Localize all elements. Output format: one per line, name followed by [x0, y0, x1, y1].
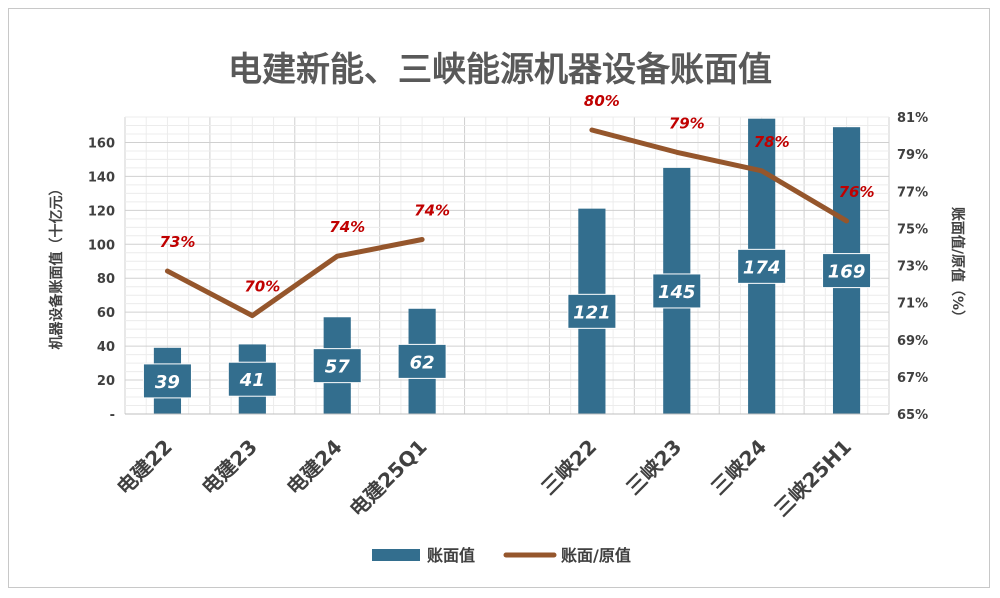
x-category-label: 电建23 — [197, 435, 262, 500]
ratio-value-label: 74% — [414, 202, 450, 220]
ratio-line — [164, 237, 425, 319]
y-left-tick-label: 100 — [88, 238, 115, 253]
y-left-tick-label: 40 — [97, 340, 115, 355]
y-right-tick-label: 71% — [897, 297, 928, 312]
y-left-tick-label: 140 — [88, 170, 115, 185]
axes: - 20 40 60 80 100 120 140 160 65% 67% 69% 71% 73% 75% 7… — [88, 111, 928, 521]
y-right-tick-label: 79% — [897, 148, 928, 163]
x-category-label: 电建22 — [112, 435, 177, 500]
line-series — [164, 127, 850, 319]
ratio-line — [589, 127, 850, 224]
ratio-value-label: 76% — [839, 183, 875, 201]
y-right-axis-title: 账面值/原值（%） — [949, 207, 966, 324]
y-right-tick-label: 65% — [897, 408, 928, 423]
ratio-value-label: 78% — [754, 133, 790, 151]
y-left-tick-label: 80 — [97, 272, 115, 287]
bar-value-label: 39 — [155, 372, 180, 393]
chart-frame: 电建新能、三峡能源机器设备账面值 39 41 57 62 121 145 174 169 73%… — [8, 8, 990, 588]
x-category-label: 电建25Q1 — [345, 435, 432, 522]
y-right-tick-label: 67% — [897, 371, 928, 386]
bar-value-label: 145 — [658, 282, 696, 303]
y-left-tick-label: 160 — [88, 136, 115, 151]
bar-value-label: 41 — [239, 370, 265, 391]
bar-label-box — [567, 293, 617, 329]
y-right-tick-label: 75% — [897, 222, 928, 237]
chart-title: 电建新能、三峡能源机器设备账面值 — [228, 50, 772, 90]
legend: 账面值 账面/原值 — [372, 546, 631, 565]
bar-value-label: 62 — [410, 352, 435, 373]
y-left-tick-label: - — [110, 408, 115, 423]
x-category-label: 三峡23 — [621, 435, 686, 500]
bar-label-box — [397, 343, 447, 379]
bar-label-box — [142, 363, 192, 399]
bar-label-box — [822, 253, 872, 289]
bar-value-label: 57 — [325, 357, 351, 378]
bar-label-box — [737, 248, 787, 284]
bar-value-label: 121 — [573, 302, 611, 323]
bar-value-label: 174 — [743, 257, 781, 278]
y-left-axis-title: 机器设备账面值（十亿元） — [48, 182, 65, 350]
ratio-value-label: 73% — [159, 233, 195, 251]
bar-label-box — [227, 361, 277, 397]
x-category-label: 三峡22 — [536, 435, 601, 500]
x-category-label: 三峡24 — [706, 435, 771, 500]
y-right-tick-label: 69% — [897, 334, 928, 349]
ratio-value-label: 80% — [584, 92, 620, 110]
ratio-value-label: 74% — [329, 218, 365, 236]
ratio-value-label: 79% — [669, 114, 705, 132]
legend-swatch-bar — [372, 549, 420, 561]
y-right-tick-label: 81% — [897, 111, 928, 126]
y-right-tick-label: 73% — [897, 260, 928, 275]
y-left-tick-label: 120 — [88, 204, 115, 219]
y-left-tick-label: 20 — [97, 374, 115, 389]
data-labels: 39 41 57 62 121 145 174 169 73% 70% 74% 74% 80% 79% 78… — [142, 92, 875, 399]
chart-svg: 电建新能、三峡能源机器设备账面值 39 41 57 62 121 145 174 169 73%… — [48, 50, 966, 565]
y-left-tick-label: 60 — [97, 306, 115, 321]
x-category-label: 三峡25H1 — [769, 435, 856, 522]
bar-value-label: 169 — [828, 262, 866, 283]
bar-label-box — [652, 273, 702, 309]
legend-label-line: 账面/原值 — [561, 546, 631, 565]
bar-label-box — [312, 348, 362, 384]
y-right-tick-label: 77% — [897, 185, 928, 200]
x-category-label: 电建24 — [282, 435, 347, 500]
ratio-value-label: 70% — [244, 278, 280, 296]
legend-label-bar: 账面值 — [427, 546, 475, 565]
